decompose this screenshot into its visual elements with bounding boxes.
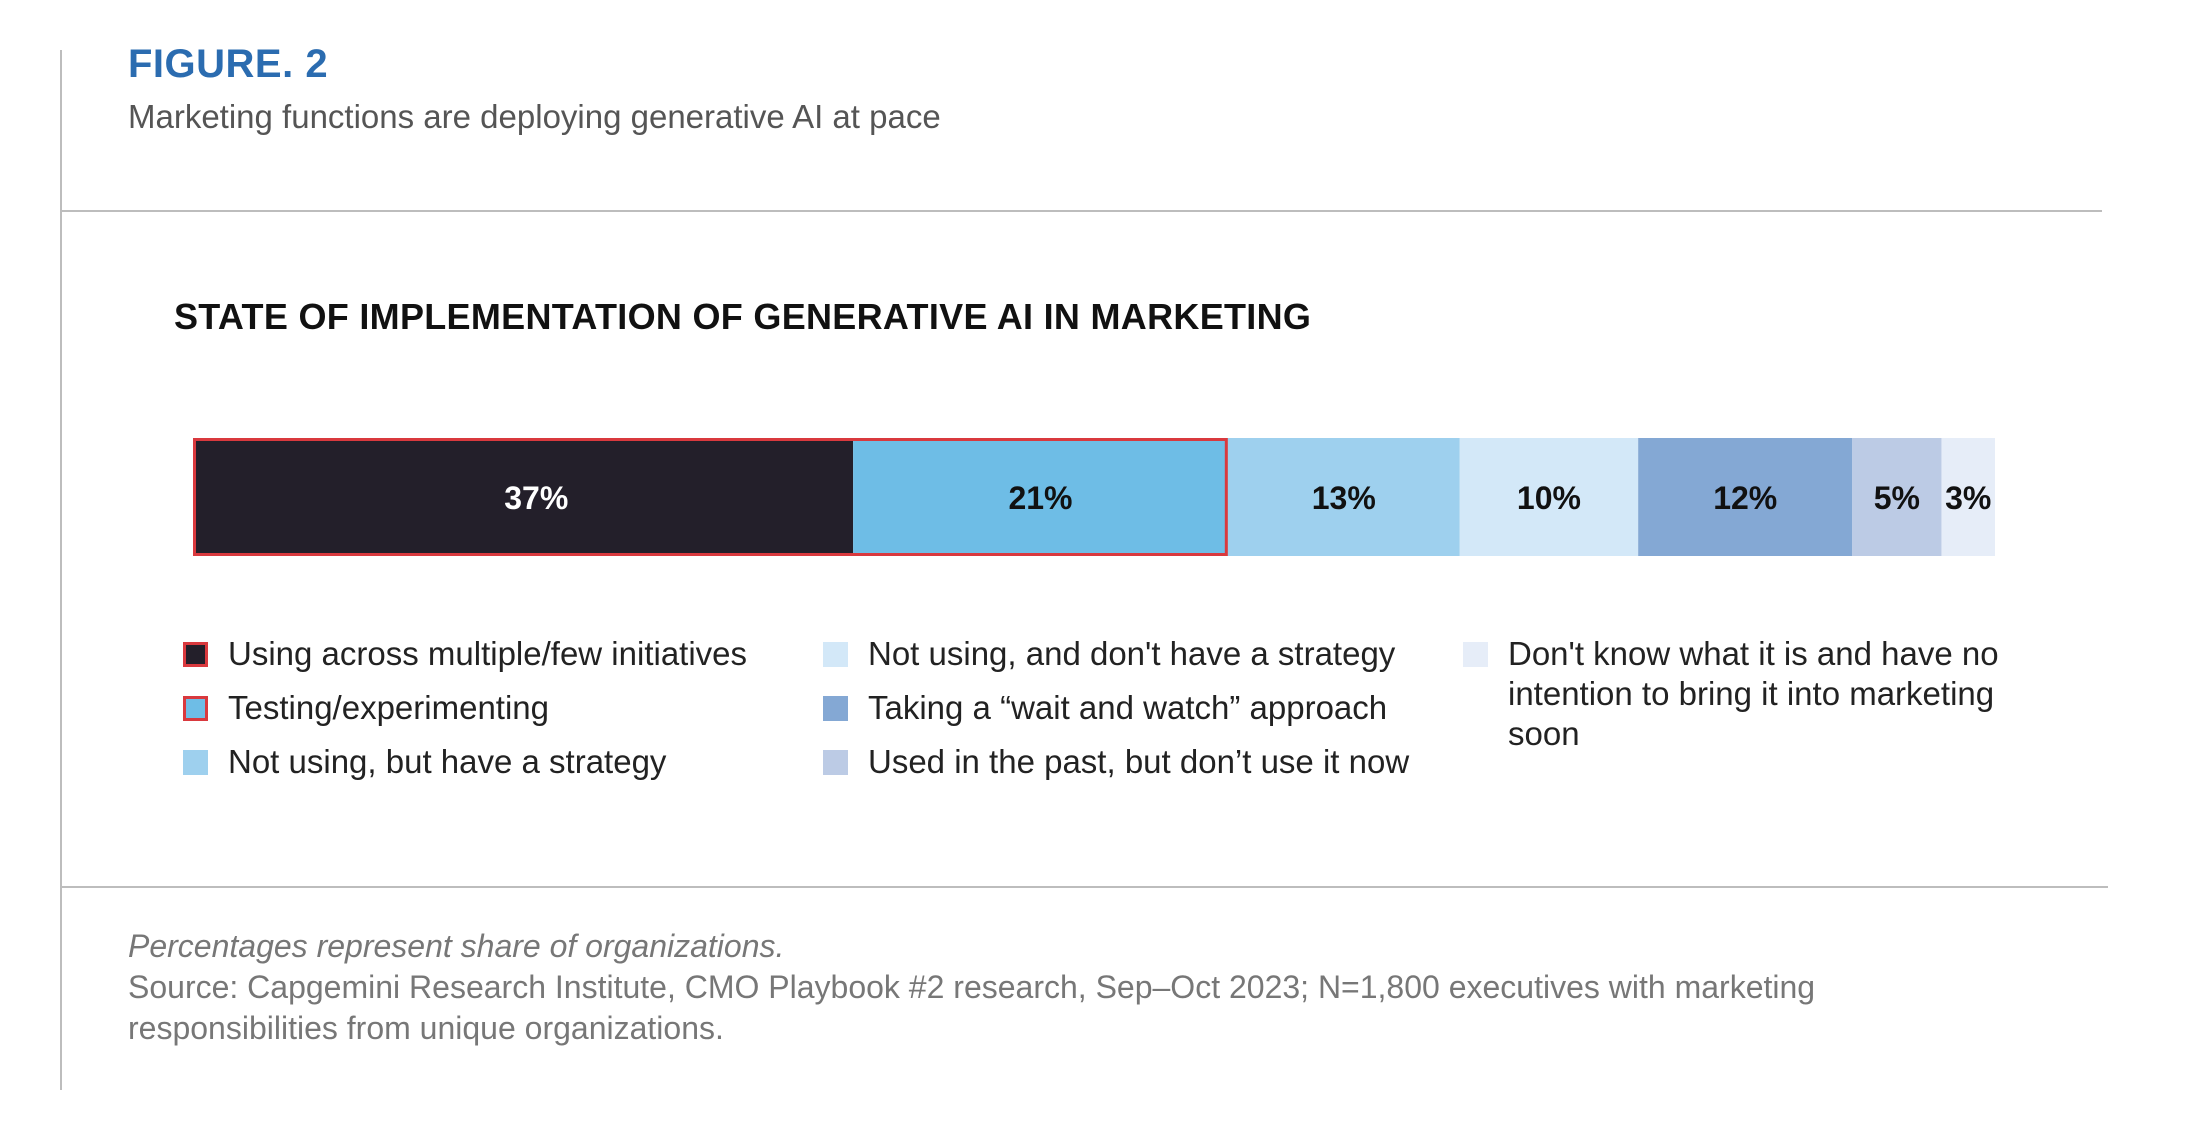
figure-subtitle: Marketing functions are deploying genera…: [128, 98, 941, 135]
bar-segment-2: [853, 438, 1228, 556]
bar-segment-7: [1941, 438, 1995, 556]
data-label-5: 12%: [1713, 480, 1777, 516]
data-label-6: 5%: [1874, 480, 1920, 516]
bar-segment-6: [1852, 438, 1942, 556]
figure-label: FIGURE. 2: [128, 42, 329, 86]
data-label-1: 37%: [504, 480, 568, 516]
footnote: Percentages represent share of organizat…: [128, 928, 785, 964]
left-rule: [60, 50, 62, 1090]
highlight-outline: [193, 438, 1228, 556]
data-label-4: 10%: [1517, 480, 1581, 516]
source-note: Source: Capgemini Research Institute, CM…: [128, 969, 1816, 1046]
top-divider: [62, 210, 2102, 212]
bar-segment-1: [193, 438, 854, 556]
bar-segment-4: [1459, 438, 1639, 556]
data-label-7: 3%: [1945, 480, 1991, 516]
data-label-3: 13%: [1312, 480, 1376, 516]
bar-segment-3: [1227, 438, 1460, 556]
bottom-divider: [62, 886, 2108, 888]
bar-segment-5: [1638, 438, 1853, 556]
data-label-2: 21%: [1008, 480, 1072, 516]
chart-title: STATE OF IMPLEMENTATION OF GENERATIVE AI…: [174, 296, 1312, 337]
